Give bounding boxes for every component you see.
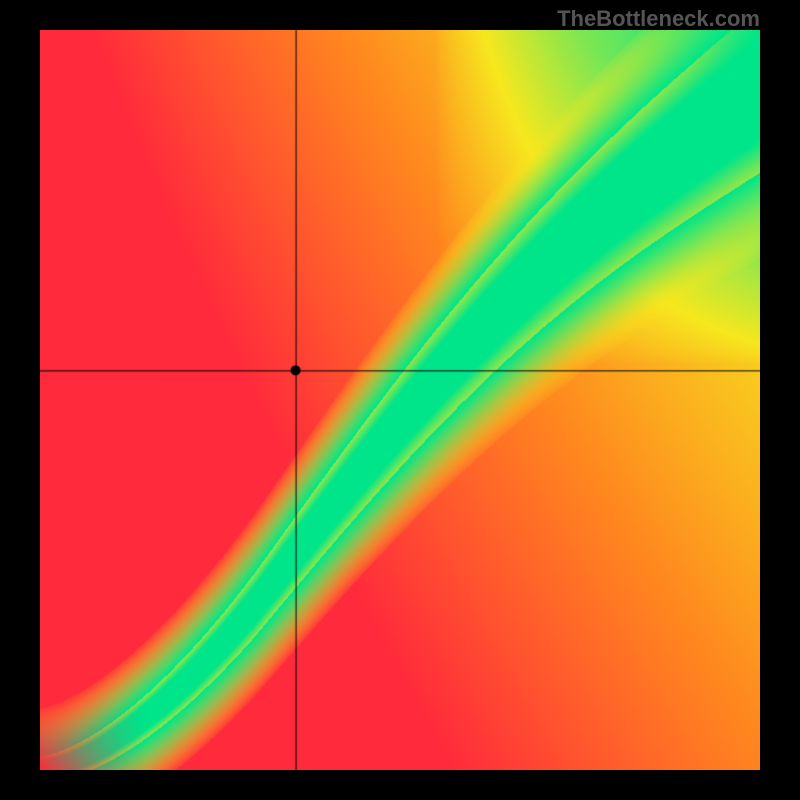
chart-container: TheBottleneck.com — [0, 0, 800, 800]
watermark-text: TheBottleneck.com — [557, 6, 760, 32]
bottleneck-heatmap — [40, 30, 760, 770]
